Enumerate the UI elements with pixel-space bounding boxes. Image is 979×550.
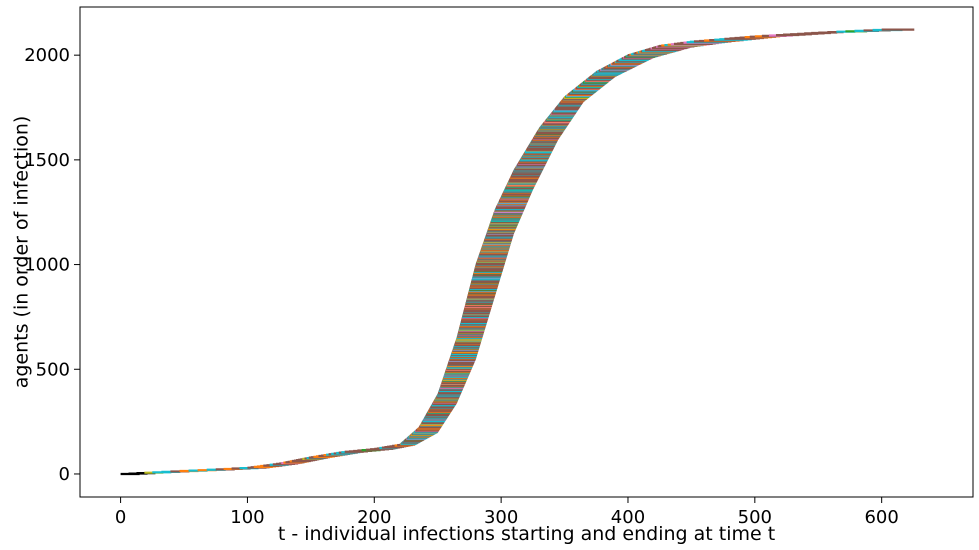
x-axis: 0 100 200 300 400 500 600: [115, 497, 899, 528]
y-tick-label: 1000: [24, 255, 70, 276]
x-axis-label: t - individual infections starting and e…: [278, 523, 775, 545]
x-tick-label: 200: [357, 507, 391, 528]
x-tick-label: 600: [864, 507, 898, 528]
x-tick-label: 300: [484, 507, 518, 528]
x-tick-label: 400: [611, 507, 645, 528]
x-tick-label: 0: [115, 507, 126, 528]
y-tick-label: 0: [59, 464, 70, 485]
x-tick-label: 500: [738, 507, 772, 528]
x-tick-label: 100: [230, 507, 264, 528]
y-axis-label: agents (in order of infection): [11, 116, 33, 389]
y-tick-label: 1500: [24, 150, 70, 171]
y-axis: 0 500 1000 1500 2000: [24, 45, 80, 485]
axes-frame: [79, 6, 974, 498]
y-tick-label: 500: [36, 359, 70, 380]
y-tick-label: 2000: [24, 45, 70, 66]
plot-area: [120, 28, 915, 476]
